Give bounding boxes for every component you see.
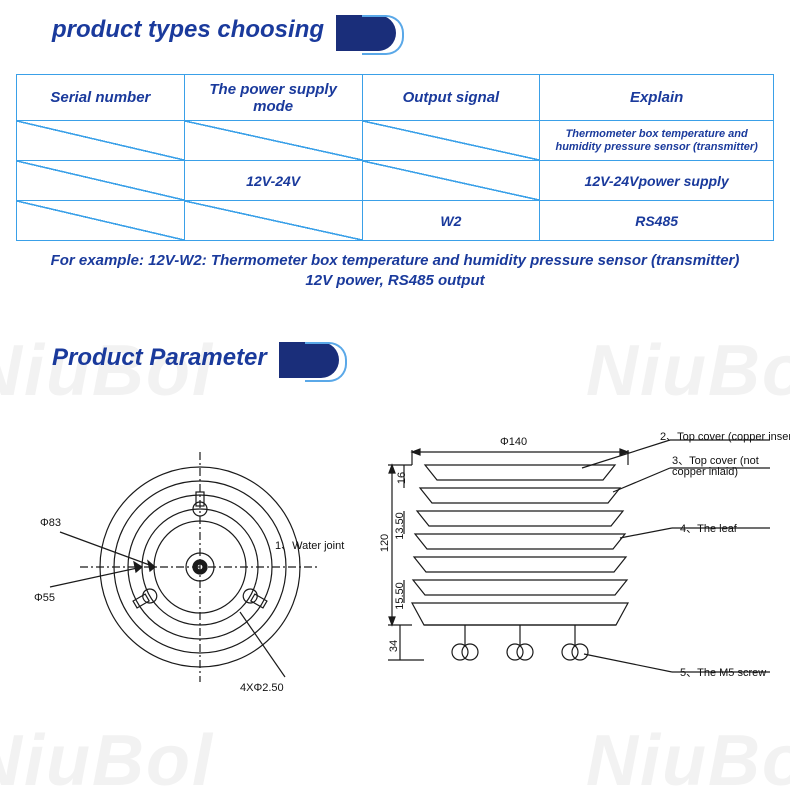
example-note: For example: 12V-W2: Thermometer box tem… [40, 251, 750, 292]
callout-label: 5、The M5 screw [680, 664, 766, 680]
callout-label: 2、Top cover (copper insert) [660, 428, 790, 444]
product-types-table: Serial number The power supply mode Outp… [16, 74, 774, 241]
table-cell: W2 [362, 201, 540, 241]
dim-label: Φ83 [40, 517, 61, 529]
dim-label: 16 [396, 471, 408, 483]
col-header: The power supply mode [184, 75, 362, 121]
dim-label: 34 [388, 639, 400, 651]
section-header-params: Product Parameter [52, 338, 339, 378]
table-cell [362, 161, 540, 201]
col-header: Serial number [17, 75, 185, 121]
section-header-types: product types choosing [52, 10, 396, 50]
table-cell: 12V-24V [184, 161, 362, 201]
callout-label: 3、Top cover (not copper inlaid) [672, 456, 790, 479]
dim-label: 13.50 [394, 512, 406, 540]
dim-label: Φ55 [34, 592, 55, 604]
table-cell [362, 121, 540, 161]
col-header: Output signal [362, 75, 540, 121]
table-cell: 12V-24Vpower supply [540, 161, 774, 201]
header-pill-shape [279, 342, 339, 378]
table-cell [184, 121, 362, 161]
table-row: 12V-24V 12V-24Vpower supply [17, 161, 774, 201]
watermark: NiuBol [586, 720, 790, 802]
section-title: product types choosing [52, 16, 324, 43]
callout-label: 4、The leaf [680, 520, 737, 536]
table-cell [17, 121, 185, 161]
dim-label: 120 [379, 533, 391, 551]
table-cell [184, 201, 362, 241]
table-cell [17, 161, 185, 201]
table-cell [17, 201, 185, 241]
top-view-drawing [30, 432, 330, 712]
table-cell: RS485 [540, 201, 774, 241]
table-row: Thermometer box temperature and humidity… [17, 121, 774, 161]
table-cell: Thermometer box temperature and humidity… [540, 121, 774, 161]
watermark: NiuBol [0, 720, 214, 802]
dim-label: 4XΦ2.50 [240, 682, 284, 694]
col-header: Explain [540, 75, 774, 121]
section-title: Product Parameter [52, 344, 267, 371]
header-pill-shape [336, 15, 396, 51]
technical-drawings: Φ83 Φ55 4XΦ2.50 1、Water joint [0, 402, 790, 722]
table-row: W2RS485 [17, 201, 774, 241]
dim-label: Φ140 [500, 436, 527, 448]
callout-label: 1、Water joint [275, 537, 344, 553]
table-header-row: Serial number The power supply mode Outp… [17, 75, 774, 121]
dim-label: 15.50 [394, 582, 406, 610]
